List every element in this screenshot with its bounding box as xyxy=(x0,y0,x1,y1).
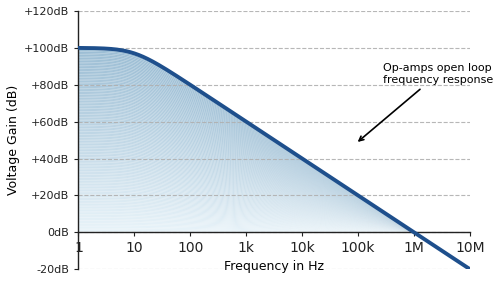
X-axis label: Frequency in Hz: Frequency in Hz xyxy=(224,260,324,272)
Y-axis label: Voltage Gain (dB): Voltage Gain (dB) xyxy=(7,85,20,195)
Text: Op-amps open loop
frequency response: Op-amps open loop frequency response xyxy=(359,63,493,141)
